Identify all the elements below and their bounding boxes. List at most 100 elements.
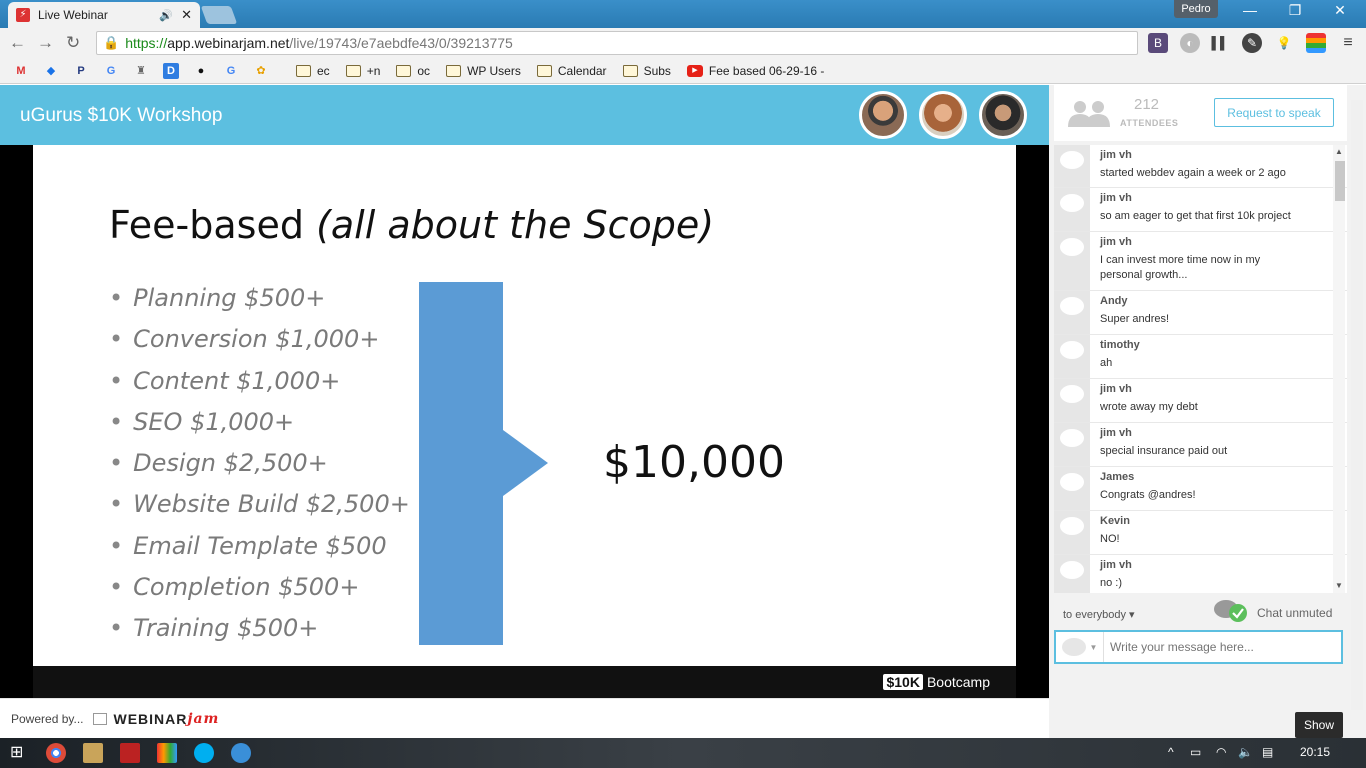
webinarjam-logo-icon xyxy=(93,712,108,725)
filezilla-icon[interactable] xyxy=(120,743,140,763)
wifi-icon[interactable]: ◠ xyxy=(1216,745,1227,759)
explorer-icon[interactable] xyxy=(83,743,103,763)
bookmark-folder-oc[interactable]: oc xyxy=(396,64,430,78)
slide-footer: $10K Bootcamp xyxy=(33,666,1016,698)
scroll-down-icon[interactable]: ▼ xyxy=(1335,581,1343,590)
url-path: /live/19743/e7aebdfe43/0/39213775 xyxy=(289,35,513,51)
battery-icon[interactable]: ▭ xyxy=(1190,745,1202,759)
palette-extension-icon[interactable] xyxy=(1306,33,1326,53)
chevron-up-icon[interactable]: ^ xyxy=(1168,745,1174,759)
message-text: Congrats @andres! xyxy=(1100,489,1196,501)
lock-icon: 🔒 xyxy=(103,35,120,50)
bookmark-folder-wp-users[interactable]: WP Users xyxy=(446,64,521,78)
chat-sidebar: 212 ATTENDEES Request to speak jim vh sta… xyxy=(1049,85,1366,738)
gmail-icon[interactable]: M xyxy=(16,64,26,77)
bracket-bar xyxy=(419,282,503,645)
message-text: NO! xyxy=(1100,533,1120,545)
pen-extension-icon[interactable]: ✎ xyxy=(1242,33,1262,53)
user-avatar-icon xyxy=(1060,385,1084,403)
webinarjam-logo[interactable]: WEBINAR jam xyxy=(93,711,219,727)
chrome-icon[interactable] xyxy=(46,743,66,763)
tool-icon[interactable]: ♜ xyxy=(136,64,146,77)
bookmark-folder-calendar[interactable]: Calendar xyxy=(536,64,607,78)
windows-start-icon[interactable]: ⊞ xyxy=(10,744,24,761)
user-avatar-icon xyxy=(1060,429,1084,447)
new-tab-button[interactable] xyxy=(200,6,238,24)
google-icon[interactable]: G xyxy=(106,64,116,77)
menu-icon[interactable]: ≡ xyxy=(1338,33,1358,53)
bold-extension-icon[interactable]: B xyxy=(1148,33,1168,53)
youtube-icon: ▶ xyxy=(686,64,703,77)
chat-scroll-thumb[interactable] xyxy=(1335,161,1345,201)
user-avatar-icon xyxy=(1060,151,1084,169)
clock[interactable]: 20:15 xyxy=(1300,745,1331,759)
scroll-up-icon[interactable]: ▲ xyxy=(1335,147,1343,156)
chat-unmuted-icon[interactable] xyxy=(1213,599,1249,623)
dropbox-icon[interactable]: ◆ xyxy=(46,64,56,77)
browser-tab[interactable]: ⚡ Live Webinar 🔊 ✕ xyxy=(8,2,200,28)
back-icon[interactable]: ← xyxy=(9,33,26,52)
chevron-down-icon: ▾ xyxy=(1129,609,1135,621)
color-app-icon[interactable] xyxy=(157,743,177,763)
folder-icon xyxy=(296,64,311,77)
user-avatar-icon xyxy=(1060,517,1084,535)
total-amount: $10,000 xyxy=(603,437,785,488)
message-author: James xyxy=(1100,471,1135,483)
speaker-icon[interactable]: 🔊 xyxy=(159,9,174,22)
folder-icon xyxy=(345,64,361,77)
message-text: wrote away my debt xyxy=(1100,401,1198,413)
maximize-icon[interactable]: ❐ xyxy=(1288,2,1302,18)
webinar-title: uGurus $10K Workshop xyxy=(20,105,223,126)
forward-icon[interactable]: → xyxy=(37,33,54,52)
close-tab-icon[interactable]: ✕ xyxy=(181,7,192,22)
show-tooltip[interactable]: Show xyxy=(1295,712,1343,738)
minimize-icon[interactable]: — xyxy=(1243,2,1257,18)
paypal-icon[interactable]: P xyxy=(77,64,85,77)
sender-select[interactable]: ▼ xyxy=(1056,632,1104,662)
folder-icon xyxy=(536,64,552,77)
skype-icon[interactable] xyxy=(194,743,214,763)
bookmark-folder-n[interactable]: +n xyxy=(345,64,380,78)
chat-message-input[interactable] xyxy=(1104,633,1341,661)
chat-message: Kevin NO! xyxy=(1054,511,1347,555)
message-author: Kevin xyxy=(1100,515,1130,527)
recipient-select[interactable]: to everybody ▾ xyxy=(1063,608,1135,621)
powered-by-bar: Powered by... WEBINAR jam xyxy=(0,698,1049,738)
bookmark-folder-ec[interactable]: ec xyxy=(296,64,330,78)
presenter-avatar-3[interactable] xyxy=(979,91,1027,139)
user-avatar-icon xyxy=(1060,561,1084,579)
bookmark-folder-subs[interactable]: Subs xyxy=(622,63,671,78)
presentation-slide: Fee-based (all about the Scope) • Plannin… xyxy=(33,145,1016,666)
reload-icon[interactable]: ↻ xyxy=(66,33,81,52)
notifications-icon[interactable]: ▤ xyxy=(1262,745,1274,759)
page-scrollbar[interactable] xyxy=(1351,100,1363,710)
bookmark-youtube-video[interactable]: ▶ Fee based 06-29-16 - xyxy=(686,64,824,78)
bulb-extension-icon[interactable]: 💡 xyxy=(1274,33,1294,53)
bookmark-label: Subs xyxy=(643,63,671,78)
bootcamp-logo: $10K Bootcamp xyxy=(883,674,990,690)
message-author: Andy xyxy=(1100,295,1128,307)
bars-extension-icon[interactable]: ▌▌ xyxy=(1210,33,1230,53)
chat-scrollbar[interactable]: ▲ ▼ xyxy=(1333,145,1345,593)
d-app-icon[interactable]: D xyxy=(163,62,179,79)
list-item: • SEO $1,000+ xyxy=(109,407,295,436)
chat-message: jim vh wrote away my debt xyxy=(1054,379,1347,423)
volume-icon[interactable]: 🔈 xyxy=(1238,745,1253,759)
message-author: jim vh xyxy=(1100,192,1132,204)
request-to-speak-button[interactable]: Request to speak xyxy=(1214,98,1334,127)
user-avatar-icon xyxy=(1060,297,1084,315)
user-avatar-icon xyxy=(1060,341,1084,359)
close-window-icon[interactable]: ✕ xyxy=(1334,2,1346,18)
network-app-icon[interactable] xyxy=(231,743,251,763)
circle-extension-icon[interactable]: ◐ xyxy=(1180,33,1200,53)
presenter-avatar-2[interactable] xyxy=(919,91,967,139)
address-bar[interactable]: 🔒 https://app.webinarjam.net/live/19743/… xyxy=(96,31,1138,55)
browser-toolbar: ← → ↻ 🔒 https://app.webinarjam.net/live/… xyxy=(0,28,1366,58)
colorful-app-icon[interactable]: ✿ xyxy=(256,64,266,77)
video-stage: Fee-based (all about the Scope) • Plannin… xyxy=(0,145,1049,698)
folder-icon xyxy=(396,64,412,77)
google-icon-2[interactable]: G xyxy=(226,64,236,77)
presenter-avatar-1[interactable] xyxy=(859,91,907,139)
profile-name[interactable]: Pedro xyxy=(1174,0,1218,18)
github-icon[interactable]: ● xyxy=(197,64,205,77)
